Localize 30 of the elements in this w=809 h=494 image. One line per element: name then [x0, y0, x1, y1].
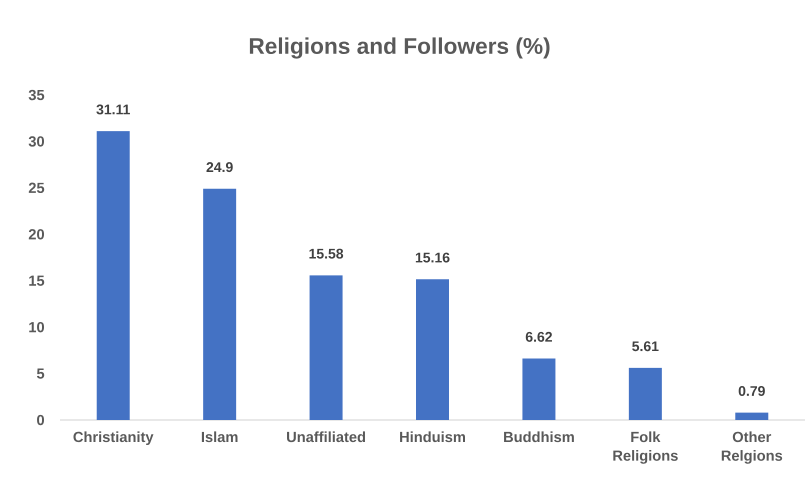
y-tick-label: 30	[28, 136, 44, 147]
bar	[628, 368, 662, 420]
bar	[96, 131, 130, 420]
x-tick-label: Christianity	[73, 431, 154, 446]
x-tick-label: Unaffiliated	[287, 431, 366, 442]
y-tick-label: 20	[28, 229, 44, 240]
x-tick-label: Buddhism	[504, 431, 574, 442]
data-label: 15.58	[309, 248, 344, 259]
bar	[522, 358, 556, 420]
x-tick-label: Hinduism	[400, 431, 465, 442]
data-label: 6.62	[526, 332, 552, 342]
data-label: 5.61	[632, 341, 659, 352]
y-tick-label: 10	[29, 322, 44, 332]
x-tick-label: Other Relgions	[722, 431, 782, 464]
data-label: 31.11	[96, 104, 130, 114]
y-tick-label: 5	[36, 368, 44, 379]
data-label: 24.9	[206, 162, 233, 172]
x-tick-label: Islam	[202, 431, 238, 442]
y-tick-label: 15	[29, 276, 44, 286]
y-tick-label: 35	[28, 90, 44, 100]
y-tick-label: 0	[37, 414, 44, 426]
bar	[735, 412, 768, 420]
bar	[416, 279, 449, 420]
chart-title: Religions and Followers (%)	[250, 37, 550, 59]
bar	[310, 275, 343, 420]
bar	[203, 188, 236, 420]
data-label: 0.79	[738, 386, 765, 396]
data-label: 15.16	[416, 252, 450, 263]
x-tick-label: Folk Religions	[613, 431, 678, 464]
y-tick-label: 25	[28, 182, 44, 194]
